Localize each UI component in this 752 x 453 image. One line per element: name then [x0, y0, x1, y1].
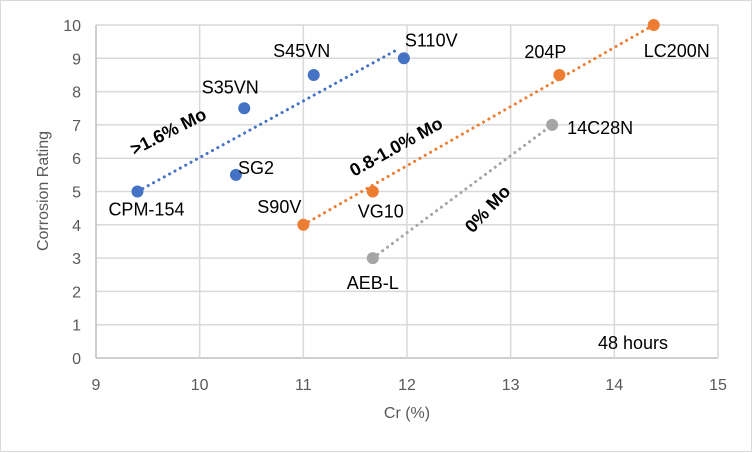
- point-label: VG10: [358, 202, 404, 222]
- point-label: CPM-154: [108, 200, 184, 220]
- point-labels: CPM-154 SG2 S35VN S45VN S110V S90V VG10 204P LC2…: [108, 30, 709, 293]
- point-label: S35VN: [202, 77, 259, 97]
- data-point[interactable]: [131, 185, 144, 198]
- series-label: 0.8-1.0% Mo: [346, 113, 446, 180]
- trendline: [135, 46, 402, 193]
- trendline: [301, 23, 656, 227]
- y-tick-label: 4: [72, 218, 81, 235]
- point-label: LC200N: [644, 41, 710, 61]
- x-tick-label: 12: [398, 377, 416, 394]
- point-label: S110V: [405, 30, 458, 50]
- y-tick-label: 2: [72, 284, 81, 301]
- data-point[interactable]: [546, 118, 559, 131]
- duration-annotation: 48 hours: [598, 333, 668, 353]
- point-label: S45VN: [273, 41, 330, 61]
- y-tick-label: 10: [63, 18, 81, 35]
- data-point[interactable]: [297, 218, 310, 231]
- data-point[interactable]: [647, 19, 660, 31]
- series-label: 0% Mo: [461, 181, 515, 236]
- data-point[interactable]: [397, 52, 410, 65]
- y-tick-label: 9: [72, 51, 81, 68]
- x-tick-label: 10: [191, 377, 209, 394]
- x-tick-label: 14: [605, 377, 623, 394]
- point-label: AEB-L: [347, 273, 399, 293]
- x-axis-title: Cr (%): [384, 405, 430, 422]
- data-point[interactable]: [553, 68, 566, 81]
- x-tick-label: 11: [295, 377, 312, 394]
- data-point[interactable]: [307, 68, 320, 81]
- data-points: [131, 19, 660, 265]
- y-tick-label: 3: [72, 251, 81, 268]
- series-label: >1.6% Mo: [127, 104, 210, 159]
- point-label: S90V: [257, 197, 301, 217]
- data-point[interactable]: [229, 168, 242, 181]
- point-label: SG2: [238, 158, 274, 178]
- data-point[interactable]: [366, 252, 379, 265]
- x-tick-label: 15: [709, 377, 727, 394]
- x-tick-label: 9: [92, 377, 101, 394]
- y-tick-label: 1: [72, 318, 81, 335]
- y-tick-label: 6: [72, 151, 81, 168]
- gridlines: [95, 24, 719, 359]
- x-tick-label: 13: [502, 377, 520, 394]
- y-tick-label: 8: [72, 85, 81, 102]
- y-axis-title: Corrosion Rating: [35, 131, 52, 251]
- series-labels: >1.6% Mo 0.8-1.0% Mo 0% Mo: [127, 104, 514, 237]
- y-tick-label: 0: [72, 351, 81, 368]
- data-point[interactable]: [238, 102, 251, 115]
- point-label: 14C28N: [567, 118, 633, 138]
- trendline: [371, 123, 554, 260]
- y-tick-label: 5: [72, 185, 81, 202]
- point-label: 204P: [524, 42, 566, 62]
- trendlines: [135, 23, 656, 260]
- data-point[interactable]: [366, 185, 379, 198]
- y-tick-label: 7: [72, 118, 81, 135]
